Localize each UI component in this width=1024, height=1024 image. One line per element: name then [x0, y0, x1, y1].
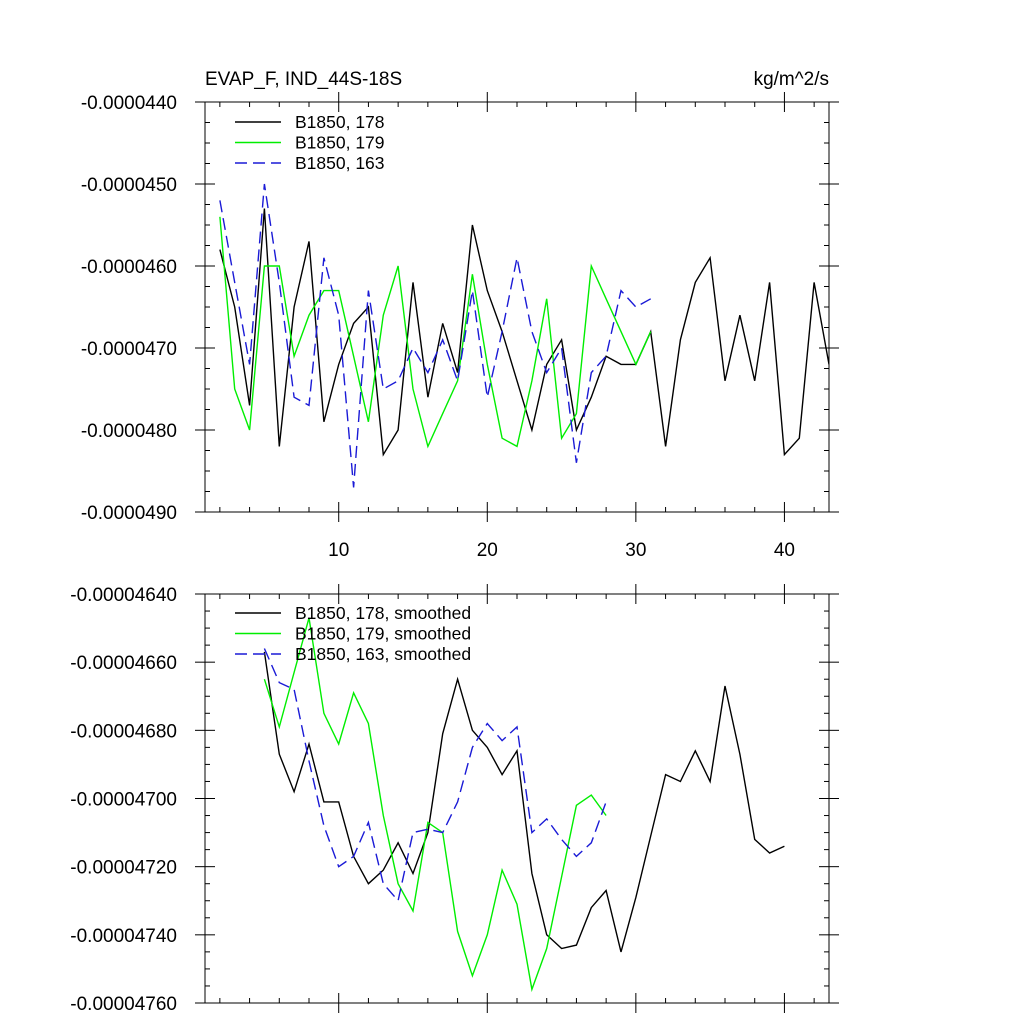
series-line-2	[263, 617, 607, 993]
x-tick-label: 40	[774, 540, 795, 561]
y-tick-label: -0.00004680	[70, 721, 177, 742]
y-tick-label: -0.00004640	[70, 585, 177, 606]
legend-label: B1850, 178	[295, 112, 385, 132]
x-tick-label: 30	[625, 540, 646, 561]
y-tick-label: -0.0000470	[81, 339, 177, 360]
series-line-3	[219, 183, 652, 488]
y-tick-label: -0.0000460	[81, 257, 177, 278]
series-line-3	[263, 648, 607, 903]
x-tick-label: 20	[477, 540, 498, 561]
legend-label: B1850, 163, smoothed	[295, 644, 471, 664]
legend-label: B1850, 163	[295, 153, 385, 173]
chart-title: EVAP_F, IND_44S-18S	[205, 69, 402, 90]
panel-2: -0.00004640 -0.00004660 -0.00004680 -0.0000…	[70, 584, 839, 1015]
series-line-1	[219, 208, 829, 457]
y-tick-label: -0.0000480	[81, 421, 177, 442]
y-tick-label: -0.00004740	[70, 926, 177, 947]
units-label: kg/m^2/s	[754, 69, 829, 90]
y-tick-label: -0.0000450	[81, 175, 177, 196]
legend-label: B1850, 178, smoothed	[295, 603, 471, 623]
series-line-1	[263, 651, 785, 953]
y-tick-label: -0.00004660	[70, 653, 177, 674]
panel-1: 10 20 30 40 -0.0000440 -0.0000450 -0.0000460 -0…	[81, 69, 839, 561]
y-tick-label: -0.0000440	[81, 93, 177, 114]
legend-label: B1850, 179	[295, 133, 385, 153]
y-tick-label: -0.00004700	[70, 790, 177, 811]
x-tick-label: 10	[328, 540, 349, 561]
y-tick-label: -0.00004760	[70, 994, 177, 1015]
y-tick-label: -0.00004720	[70, 858, 177, 879]
legend-label: B1850, 179, smoothed	[295, 624, 471, 644]
series-line-2	[219, 216, 652, 449]
y-tick-label: -0.0000490	[81, 503, 177, 524]
